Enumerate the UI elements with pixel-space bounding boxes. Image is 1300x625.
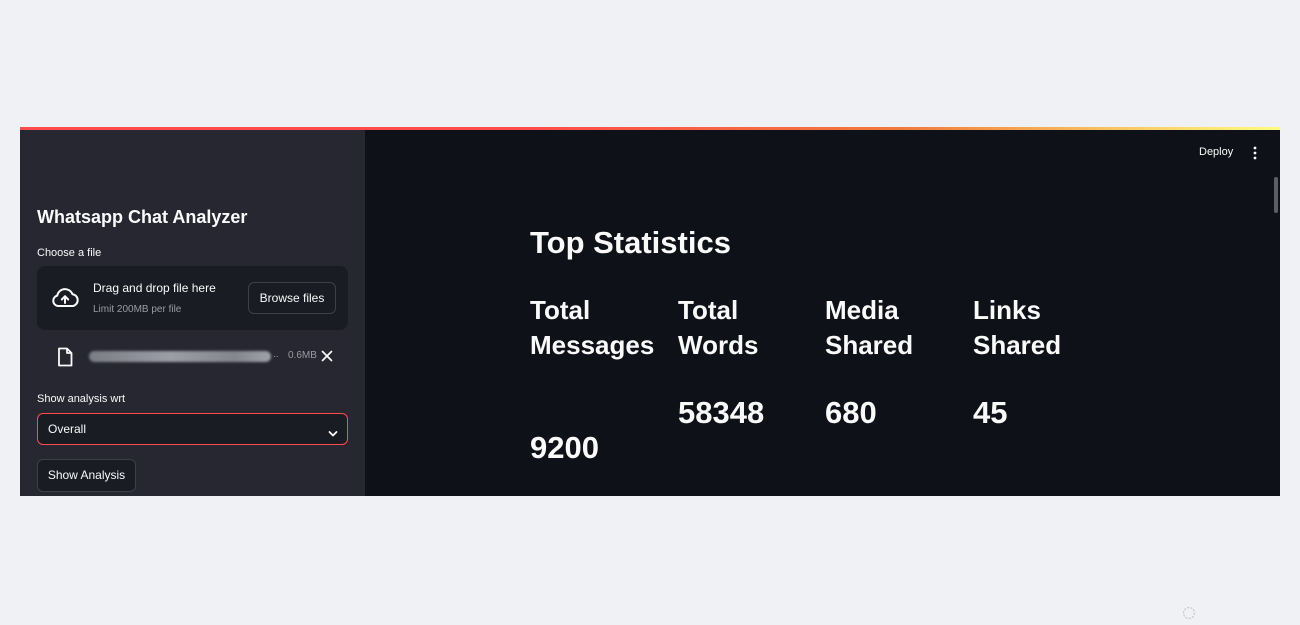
browse-files-button[interactable]: Browse files: [248, 282, 336, 314]
file-dropzone[interactable]: Drag and drop file here Limit 200MB per …: [37, 266, 348, 330]
deploy-button[interactable]: Deploy: [1199, 146, 1234, 158]
chevron-down-icon: [328, 425, 338, 437]
stat-value-total-messages: 9200: [530, 430, 599, 465]
dropzone-instructions: Drag and drop file here: [93, 281, 216, 295]
file-name-redacted: [89, 351, 271, 362]
stat-label-links-shared: Links Shared: [973, 295, 1062, 360]
header-decoration-bar: [20, 127, 1280, 130]
file-size: 0.6MB: [288, 350, 317, 361]
kebab-menu-icon[interactable]: [1250, 146, 1260, 160]
file-icon: [57, 347, 73, 367]
uploaded-file: .. 0.6MB: [37, 344, 348, 370]
main-scrollbar[interactable]: [1274, 177, 1278, 213]
remove-file-button[interactable]: [320, 346, 334, 366]
file-name-ellipsis: ..: [273, 349, 279, 360]
page-title: Top Statistics: [530, 225, 731, 260]
stat-label-total-messages: Total Messages: [530, 295, 655, 360]
stat-value-media-shared: 680: [825, 395, 877, 430]
stat-label-total-words: Total Words: [678, 295, 759, 360]
sidebar-title: Whatsapp Chat Analyzer: [37, 207, 248, 227]
loading-spinner-icon: [1182, 606, 1196, 620]
analysis-select-label: Show analysis wrt: [37, 393, 126, 405]
upload-cloud-icon: [50, 286, 80, 310]
app-window: Whatsapp Chat Analyzer Choose a file Dra…: [20, 127, 1280, 496]
close-icon: [321, 350, 333, 362]
stat-value-total-words: 58348: [678, 395, 765, 430]
analysis-select[interactable]: Overall: [37, 413, 348, 445]
show-analysis-button[interactable]: Show Analysis: [37, 459, 136, 492]
stat-value-links-shared: 45: [973, 395, 1008, 430]
sidebar: Whatsapp Chat Analyzer Choose a file Dra…: [20, 127, 365, 496]
dropzone-limit: Limit 200MB per file: [93, 304, 182, 315]
analysis-select-value: Overall: [48, 422, 87, 436]
file-uploader-label: Choose a file: [37, 247, 102, 259]
stat-label-media-shared: Media Shared: [825, 295, 914, 360]
